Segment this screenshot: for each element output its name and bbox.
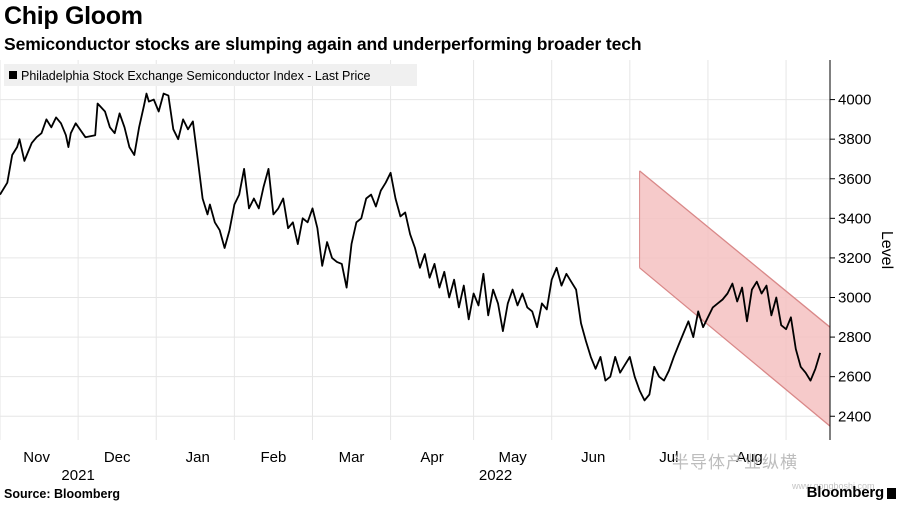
channel-upper-line [639, 170, 831, 328]
legend-label: Philadelphia Stock Exchange Semiconducto… [21, 69, 371, 83]
y-tick-label: 2600 [838, 369, 871, 386]
y-tick-label: 2800 [838, 329, 871, 346]
y-tick-label: 4000 [838, 92, 871, 109]
x-tick-label: Nov [23, 449, 50, 466]
x-tick-label: Jan [186, 449, 210, 466]
y-tick-label: 3600 [838, 171, 871, 188]
page-title: Chip Gloom [4, 2, 143, 30]
legend-swatch [9, 71, 17, 79]
x-tick-label: Feb [260, 449, 286, 466]
highlight-channel [639, 170, 830, 427]
y-tick-label: 3000 [838, 290, 871, 307]
source-note: Source: Bloomberg [4, 487, 120, 501]
page-subtitle: Semiconductor stocks are slumping again … [4, 34, 642, 54]
x-tick-label: Mar [339, 449, 365, 466]
x-tick-label: Apr [420, 449, 443, 466]
y-tick-label: 2400 [838, 408, 871, 425]
y-tick-label: 3400 [838, 210, 871, 227]
y-axis-title: Level [878, 231, 895, 269]
y-tick-label: 3800 [838, 131, 871, 148]
x-year-label: 2021 [61, 467, 94, 484]
legend-box [4, 64, 417, 86]
brand-mark-icon [887, 488, 896, 499]
x-year-label: 2022 [479, 467, 512, 484]
watermark: 半导体产业纵横 [672, 453, 798, 472]
index-price-line [0, 92, 822, 402]
brand-logo: Bloomberg [806, 484, 885, 501]
x-tick-label: Aug [736, 449, 763, 466]
watermark-url: www.gongboshi.com [792, 481, 875, 491]
x-tick-label: Jul [659, 449, 678, 466]
y-tick-label: 3200 [838, 250, 871, 267]
x-tick-label: Jun [581, 449, 605, 466]
x-tick-label: Dec [104, 449, 131, 466]
channel-lower-line [639, 267, 831, 427]
x-tick-label: May [498, 449, 527, 466]
